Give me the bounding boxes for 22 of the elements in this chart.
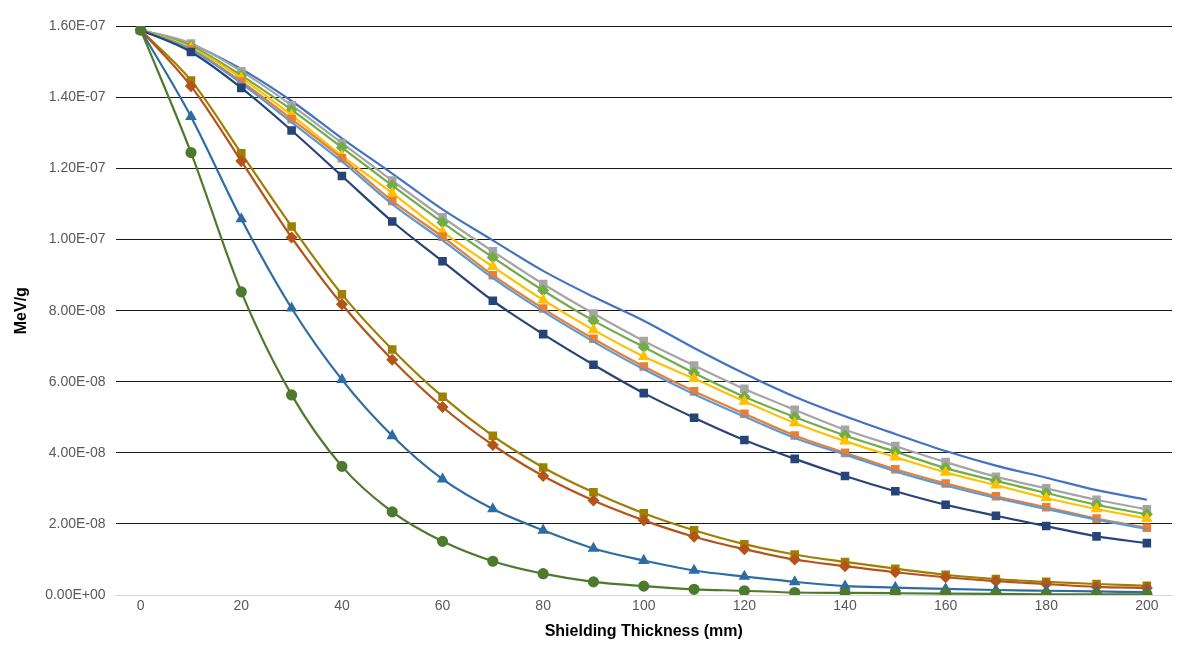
y-tick-label: 4.00E-08 (48, 443, 106, 460)
y-axis-title: MeV/g (12, 287, 30, 335)
x-axis-title: Shielding Thickness (mm) (544, 621, 743, 639)
x-tick-label: 60 (434, 597, 451, 614)
x-tick-label: 100 (632, 597, 656, 614)
x-tick-label: 80 (535, 597, 552, 614)
y-tick-label: 1.00E-07 (48, 230, 106, 247)
y-tick-label: 8.00E-08 (48, 301, 106, 318)
x-tick-label: 120 (732, 597, 757, 614)
x-tick-label: 200 (1135, 597, 1159, 614)
x-tick-label: 20 (233, 597, 250, 614)
y-tick-label: 2.00E-08 (48, 514, 106, 531)
y-tick-label: 1.20E-07 (48, 159, 106, 176)
y-tick-label: 1.40E-07 (48, 88, 106, 105)
x-tick-label: 140 (833, 597, 857, 614)
y-tick-label: 1.60E-07 (48, 17, 106, 34)
x-tick-label: 160 (933, 597, 958, 614)
x-tick-label: 180 (1034, 597, 1059, 614)
y-tick-label: 0.00E+00 (45, 585, 106, 602)
y-tick-label: 6.00E-08 (48, 372, 106, 389)
x-tick-label: 40 (334, 597, 350, 614)
x-tick-label: 0 (136, 597, 145, 614)
